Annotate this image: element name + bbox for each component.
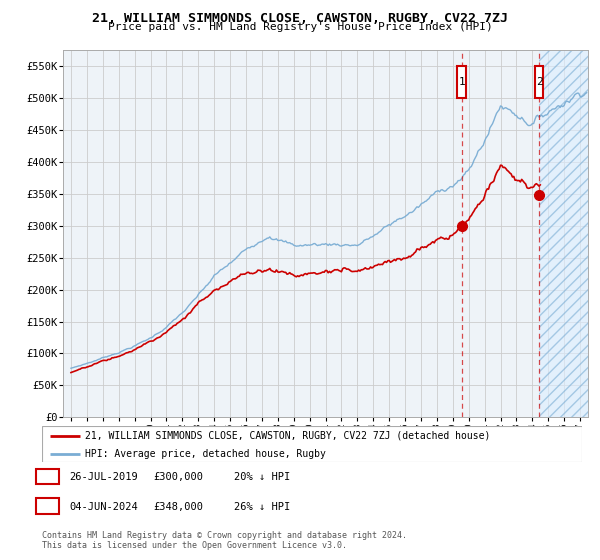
Text: 1: 1 bbox=[458, 77, 465, 87]
Text: 26% ↓ HPI: 26% ↓ HPI bbox=[234, 502, 290, 512]
FancyBboxPatch shape bbox=[42, 426, 582, 462]
Text: £348,000: £348,000 bbox=[153, 502, 203, 512]
Text: £300,000: £300,000 bbox=[153, 472, 203, 482]
Text: 2: 2 bbox=[536, 77, 542, 87]
Bar bbox=[539, 50, 588, 417]
FancyBboxPatch shape bbox=[457, 66, 466, 98]
Text: 21, WILLIAM SIMMONDS CLOSE, CAWSTON, RUGBY, CV22 7ZJ (detached house): 21, WILLIAM SIMMONDS CLOSE, CAWSTON, RUG… bbox=[85, 431, 491, 441]
Text: 21, WILLIAM SIMMONDS CLOSE, CAWSTON, RUGBY, CV22 7ZJ: 21, WILLIAM SIMMONDS CLOSE, CAWSTON, RUG… bbox=[92, 12, 508, 25]
Text: HPI: Average price, detached house, Rugby: HPI: Average price, detached house, Rugb… bbox=[85, 449, 326, 459]
Text: 04-JUN-2024: 04-JUN-2024 bbox=[69, 502, 138, 512]
Text: 20% ↓ HPI: 20% ↓ HPI bbox=[234, 472, 290, 482]
Text: Contains HM Land Registry data © Crown copyright and database right 2024.
This d: Contains HM Land Registry data © Crown c… bbox=[42, 530, 407, 550]
FancyBboxPatch shape bbox=[535, 66, 544, 98]
Text: 26-JUL-2019: 26-JUL-2019 bbox=[69, 472, 138, 482]
Text: Price paid vs. HM Land Registry's House Price Index (HPI): Price paid vs. HM Land Registry's House … bbox=[107, 22, 493, 32]
Text: 1: 1 bbox=[44, 472, 50, 482]
Text: 2: 2 bbox=[44, 501, 50, 511]
